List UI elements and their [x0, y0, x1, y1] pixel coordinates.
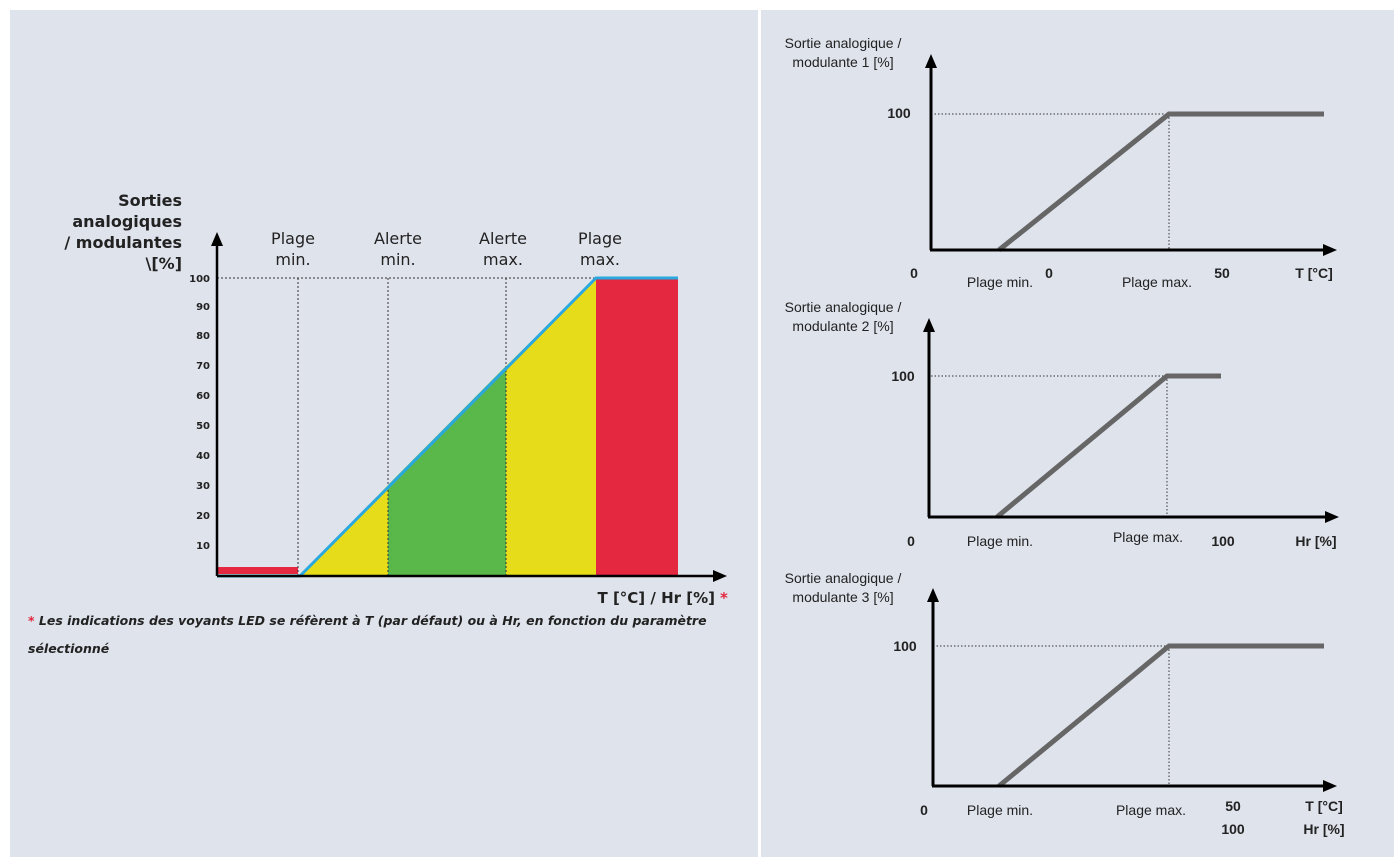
graph1-ramp — [997, 111, 1324, 252]
graph2-y-arrow-icon — [923, 318, 935, 332]
x-axis-title: T [°C] / Hr [%] — [597, 589, 715, 607]
x-axis-arrow-icon — [713, 570, 727, 582]
graph1-ylabel-2: modulante 1 [%] — [792, 54, 893, 70]
graph2-x-arrow-icon — [1325, 511, 1339, 523]
graph1-scale-50: 50 — [1214, 265, 1230, 281]
graph1-unit: T [°C] — [1295, 265, 1332, 281]
graph2-ylabel-2: modulante 2 [%] — [792, 318, 893, 334]
y-axis-title-line-2: analogiques — [72, 212, 182, 231]
graph3-ylabel-2: modulante 3 [%] — [792, 589, 893, 605]
output-graph-2: Sortie analogique / modulante 2 [%] 100 … — [785, 299, 1339, 549]
graph2-plage-min: Plage min. — [967, 533, 1033, 549]
graph3-plage-max: Plage max. — [1116, 802, 1186, 818]
graph2-origin: 0 — [907, 533, 915, 549]
y-axis-title-line-3: / modulantes — [64, 233, 182, 252]
graph1-plage-min: Plage min. — [967, 274, 1033, 290]
zone-yellow-max — [506, 278, 596, 576]
graph1-x-arrow-icon — [1323, 244, 1337, 256]
footnote-line-1: * Les indications des voyants LED se réf… — [28, 613, 707, 628]
graph3-y-arrow-icon — [927, 588, 939, 602]
y-axis-title-line-4: \[%] — [146, 254, 183, 273]
graph1-y-arrow-icon — [925, 54, 937, 68]
zone-label-alerte-min-1: Alerte — [374, 229, 422, 248]
graph1-ylabel-1: Sortie analogique / — [785, 35, 902, 51]
graph3-unit-hr: Hr [%] — [1303, 821, 1344, 837]
graph2-plage-max: Plage max. — [1113, 529, 1183, 545]
output-graph-3: Sortie analogique / modulante 3 [%] 100 … — [785, 570, 1345, 837]
graph3-ylabel-1: Sortie analogique / — [785, 570, 902, 586]
zone-label-alerte-min-2: min. — [380, 250, 415, 269]
y-tick-30: 30 — [196, 481, 210, 492]
footnote-line-2: sélectionné — [28, 641, 110, 656]
zone-label-alerte-max-1: Alerte — [479, 229, 527, 248]
zone-label-plage-min-1: Plage — [271, 229, 315, 248]
x-axis-asterisk: * — [720, 589, 728, 607]
zone-red-high — [596, 278, 678, 576]
y-tick-50: 50 — [196, 421, 210, 432]
y-tick-20: 20 — [196, 511, 210, 522]
footnote-star: * — [28, 613, 35, 628]
zone-red-low — [217, 567, 298, 574]
graph3-origin: 0 — [920, 802, 928, 818]
graph3-ramp — [997, 643, 1324, 788]
y-tick-60: 60 — [196, 391, 210, 402]
footnote-text-1: Les indications des voyants LED se réfèr… — [38, 613, 707, 628]
output-graph-1: Sortie analogique / modulante 1 [%] 100 … — [785, 35, 1337, 290]
y-axis-arrow-icon — [211, 232, 223, 246]
graph3-y100: 100 — [893, 638, 917, 654]
graph3-unit-t: T [°C] — [1305, 798, 1342, 814]
graph2-ramp — [995, 373, 1221, 519]
graph2-unit: Hr [%] — [1295, 533, 1336, 549]
graph2-scale-100: 100 — [1211, 533, 1235, 549]
y-tick-70: 70 — [196, 361, 210, 372]
zone-label-plage-max-2: max. — [580, 250, 620, 269]
y-tick-90: 90 — [196, 302, 210, 313]
main-diagram-panel: Sorties analogiques / modulantes \[%] 10… — [10, 10, 758, 857]
outputs-panel: Sortie analogique / modulante 1 [%] 100 … — [761, 10, 1394, 857]
graph3-scale-50: 50 — [1225, 798, 1241, 814]
graph2-y100: 100 — [891, 368, 915, 384]
graph3-x-arrow-icon — [1323, 780, 1337, 792]
y-axis-title-line-1: Sorties — [118, 191, 182, 210]
graph3-plage-min: Plage min. — [967, 802, 1033, 818]
graph2-ylabel-1: Sortie analogique / — [785, 299, 902, 315]
y-tick-80: 80 — [196, 331, 210, 342]
graph3-scale-100: 100 — [1221, 821, 1245, 837]
main-diagram: Sorties analogiques / modulantes \[%] 10… — [64, 191, 728, 607]
graph1-scale-0: 0 — [1045, 265, 1053, 281]
outputs-diagrams: Sortie analogique / modulante 1 [%] 100 … — [785, 35, 1345, 837]
zone-label-plage-max-1: Plage — [578, 229, 622, 248]
zone-label-plage-min-2: min. — [275, 250, 310, 269]
zone-green — [388, 366, 506, 576]
zone-label-alerte-max-2: max. — [483, 250, 523, 269]
y-tick-100: 100 — [189, 274, 210, 285]
graph1-y100: 100 — [887, 105, 911, 121]
y-tick-10: 10 — [196, 541, 210, 552]
y-tick-40: 40 — [196, 451, 210, 462]
graph1-origin: 0 — [910, 265, 918, 281]
graph1-plage-max: Plage max. — [1122, 274, 1192, 290]
